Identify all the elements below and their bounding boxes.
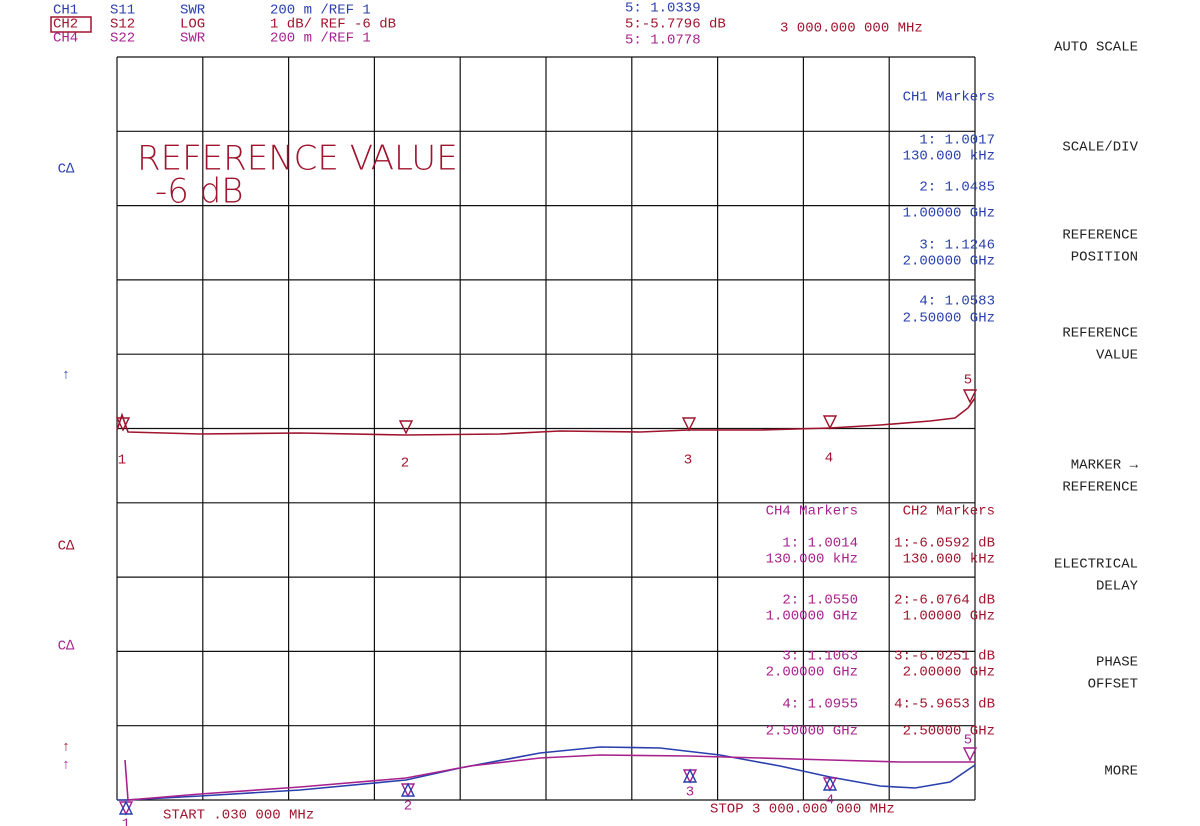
ch1-trace: [117, 746, 976, 801]
marker-title: CH4 Markers: [766, 504, 858, 520]
marker-title: CH1 Markers: [903, 90, 995, 106]
marker-symbol: [118, 800, 134, 815]
softkey: MORE: [1104, 764, 1138, 780]
marker-readout: 1.00000 GHz: [903, 609, 995, 625]
marker-title: CH2 Markers: [903, 504, 995, 520]
marker-readout: 1.00000 GHz: [903, 206, 995, 222]
channel-info: S11: [110, 3, 135, 19]
ch4-trace: [124, 754, 975, 801]
side-label: C∆: [58, 539, 75, 555]
channel-info: 1 dB/ REF -6 dB: [270, 17, 396, 33]
active-marker: 5: 1.0339: [625, 1, 701, 17]
softkey: REFERENCE: [1062, 480, 1138, 496]
softkey: OFFSET: [1088, 677, 1138, 693]
annotation: -6 dB: [155, 172, 244, 212]
frequency: 3 000.000 000 MHz: [780, 21, 923, 37]
side-label: ↑: [62, 740, 70, 756]
marker-readout: 1: 1.0017: [919, 133, 995, 149]
active-marker: 5: 1.0778: [625, 33, 701, 49]
channel-info: S22: [110, 31, 135, 47]
marker-symbol: [400, 782, 416, 797]
active-marker: 5:-5.7796 dB: [625, 17, 726, 33]
marker-readout: 2.50000 GHz: [903, 724, 995, 740]
softkey: REFERENCE: [1062, 326, 1138, 342]
marker-readout: 1.00000 GHz: [766, 609, 858, 625]
channel-info: 200 m /REF 1: [270, 31, 371, 47]
marker-readout: 130.000 kHz: [766, 552, 858, 568]
marker-symbol: [822, 415, 838, 430]
marker-symbol: [962, 747, 978, 762]
channel-info: 200 m /REF 1: [270, 3, 371, 19]
marker-readout: 1:-6.0592 dB: [894, 536, 995, 552]
annotation: REFERENCE VALUE: [137, 139, 458, 179]
stop-frequency: STOP 3 000.000 000 MHz: [710, 802, 895, 818]
channel-info: SWR: [180, 3, 206, 19]
marker-symbol: [682, 769, 698, 784]
marker-symbol: [822, 777, 838, 792]
marker-number: 2: [401, 456, 409, 472]
channel-info: SWR: [180, 31, 206, 47]
ch2-trace: [116, 397, 976, 436]
marker-readout: 2.50000 GHz: [766, 724, 858, 740]
marker-readout: 130.000 kHz: [903, 552, 995, 568]
marker-readout: 3: 1.1246: [919, 238, 995, 254]
marker-number: 4: [826, 793, 834, 809]
channel-info: LOG: [180, 17, 205, 33]
labels: CH1 S11 SWR 200 m /REF 1 CH2 S12 LOG 1 dB/ REF …: [53, 1, 1139, 826]
marker-symbol: [682, 768, 698, 783]
softkey: MARKER →: [1071, 458, 1139, 474]
marker-readout: 4:-5.9653 dB: [894, 697, 995, 713]
marker-number: 4: [825, 451, 833, 467]
marker-number: 3: [686, 785, 694, 801]
softkey: POSITION: [1071, 250, 1138, 266]
start-frequency: START .030 000 MHz: [163, 808, 314, 824]
marker-number: 5: [964, 373, 972, 389]
channel-info: CH1: [53, 3, 78, 19]
marker-readout: 2.50000 GHz: [903, 311, 995, 327]
softkey: SCALE/DIV: [1062, 140, 1138, 156]
marker-symbol: [115, 417, 131, 432]
marker-readout: 2.00000 GHz: [766, 665, 858, 681]
marker-symbol: [962, 389, 978, 404]
marker-number: 1: [122, 817, 130, 826]
marker-readout: 4: 1.0583: [919, 294, 995, 310]
marker-symbol: [398, 420, 414, 435]
softkey: DELAY: [1096, 579, 1139, 595]
marker-readout: 2.00000 GHz: [903, 254, 995, 270]
marker-number: 2: [404, 799, 412, 815]
channel-info: CH4: [53, 31, 78, 47]
softkey: REFERENCE: [1062, 228, 1138, 244]
side-label: ↑: [62, 368, 70, 384]
marker-readout: 2: 1.0550: [782, 593, 858, 609]
marker-symbol: [681, 417, 697, 432]
side-label: ↑: [62, 758, 70, 774]
marker-readout: 4: 1.0955: [782, 697, 858, 713]
channel-info: CH2: [53, 17, 78, 33]
side-label: C∆: [58, 639, 75, 655]
marker-symbol: [400, 783, 416, 798]
marker-number: 5: [964, 733, 972, 749]
graticule: [116, 56, 976, 801]
side-label: C∆: [58, 162, 75, 178]
marker-symbol: [822, 776, 838, 791]
softkey: PHASE: [1096, 655, 1138, 671]
marker-readout: 1: 1.0014: [782, 536, 858, 552]
softkey: ELECTRICAL: [1054, 557, 1138, 573]
marker-readout: 3: 1.1063: [782, 649, 858, 665]
marker-readout: 2.00000 GHz: [903, 665, 995, 681]
active-channel-box: [50, 16, 92, 33]
marker-number: 3: [684, 453, 692, 469]
marker-readout: 2: 1.0485: [919, 180, 995, 196]
marker-number: 1: [118, 453, 126, 469]
marker-symbol: [118, 801, 134, 816]
softkey: VALUE: [1096, 348, 1138, 364]
marker-readout: 3:-6.0251 dB: [894, 649, 995, 665]
channel-info: S12: [110, 17, 135, 33]
softkey: AUTO SCALE: [1054, 40, 1138, 56]
marker-readout: 2:-6.0764 dB: [894, 593, 995, 609]
marker-readout: 130.000 kHz: [903, 149, 995, 165]
